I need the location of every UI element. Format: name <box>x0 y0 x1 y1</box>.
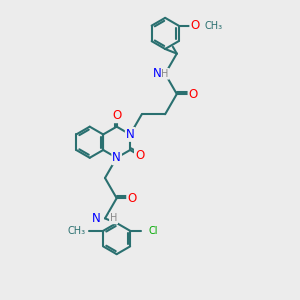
Text: H: H <box>110 213 117 224</box>
Text: H: H <box>161 69 169 79</box>
Text: N: N <box>126 128 134 141</box>
Text: O: O <box>127 192 136 205</box>
Text: N: N <box>152 67 161 80</box>
Text: CH₃: CH₃ <box>67 226 85 236</box>
Text: O: O <box>112 109 121 122</box>
Text: N: N <box>92 212 101 225</box>
Text: O: O <box>190 19 200 32</box>
Text: O: O <box>188 88 198 100</box>
Text: O: O <box>135 149 144 162</box>
Text: Cl: Cl <box>148 226 158 236</box>
Text: CH₃: CH₃ <box>205 21 223 31</box>
Text: N: N <box>112 151 121 164</box>
